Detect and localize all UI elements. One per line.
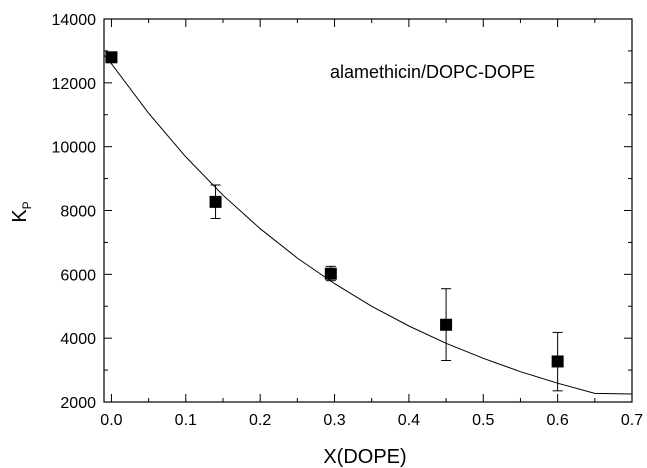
fit-curve	[103, 54, 633, 395]
data-point	[440, 318, 453, 331]
y-tick-label: 10000	[52, 140, 97, 157]
y-axis-ticks: 2000 4000 6000 8000 10000 12000 14000	[52, 12, 632, 412]
x-tick-label: 0.4	[398, 412, 420, 429]
x-tick-label: 0.7	[621, 412, 643, 429]
y-tick-label: 12000	[52, 76, 97, 93]
data-points	[105, 51, 564, 368]
data-point	[209, 195, 222, 208]
y-tick-label: 4000	[60, 331, 96, 348]
data-point	[551, 355, 564, 368]
data-point	[324, 267, 337, 280]
y-axis-label-subscript: P	[20, 201, 34, 209]
x-axis-ticks: 0.0 0.1 0.2 0.3 0.4 0.5 0.6 0.7	[100, 19, 643, 429]
y-tick-label: 14000	[52, 12, 97, 29]
x-tick-label: 0.2	[249, 412, 271, 429]
x-tick-label: 0.0	[100, 412, 122, 429]
y-tick-label: 8000	[60, 204, 96, 221]
y-tick-label: 2000	[60, 395, 96, 412]
x-tick-label: 0.6	[547, 412, 569, 429]
data-point	[105, 51, 118, 64]
svg-text:KP: KP	[9, 201, 34, 222]
y-axis-label-main: K	[9, 209, 31, 223]
y-axis-label: KP	[9, 201, 34, 222]
error-bars	[210, 184, 563, 392]
x-tick-label: 0.3	[323, 412, 345, 429]
x-tick-label: 0.1	[175, 412, 197, 429]
x-axis-label: X(DOPE)	[323, 446, 406, 468]
annotation-text: alamethicin/DOPC-DOPE	[330, 62, 535, 82]
x-tick-label: 0.5	[472, 412, 494, 429]
y-tick-label: 6000	[60, 267, 96, 284]
